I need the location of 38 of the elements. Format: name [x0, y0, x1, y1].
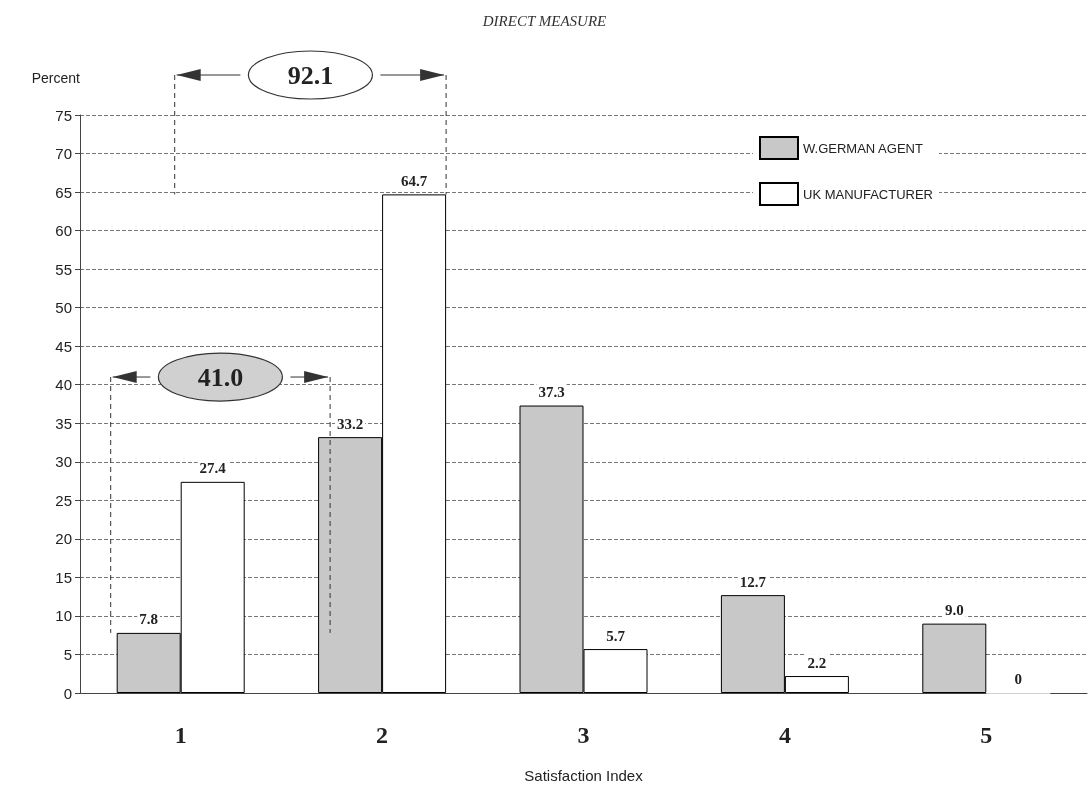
y-tick-label: 0 — [63, 684, 72, 702]
y-tick-label: 50 — [55, 299, 72, 317]
y-axis-title: Percent — [31, 70, 81, 86]
y-tick-label: 70 — [55, 145, 72, 163]
data-label: 27.4 — [199, 460, 227, 477]
x-tick-label: 3 — [577, 722, 590, 748]
x-tick-label: 4 — [778, 722, 791, 748]
y-tick-label: 20 — [55, 530, 72, 548]
x-tick-label: 1 — [174, 722, 187, 748]
y-tick-label: 35 — [55, 414, 72, 432]
data-label: 5.7 — [606, 627, 626, 644]
annotation: 41.0 — [197, 362, 244, 392]
x-tick-label: 5 — [980, 722, 993, 748]
y-tick-label: 15 — [55, 568, 72, 586]
y-tick-label: 65 — [55, 183, 72, 201]
y-tick-label: 75 — [55, 106, 72, 124]
y-tick-label: 10 — [55, 607, 72, 625]
y-tick-label: 30 — [55, 453, 72, 471]
y-tick-label: 25 — [55, 491, 72, 509]
data-label: 7.8 — [139, 611, 159, 628]
y-tick-label: 60 — [55, 222, 72, 240]
chart-title: DIRECT MEASURE — [481, 12, 607, 29]
data-label: 37.3 — [538, 384, 565, 401]
data-label: 2.2 — [807, 654, 827, 671]
text: 92.1 — [287, 60, 334, 90]
legend-label: UK MANUFACTURER — [802, 186, 934, 202]
data-label: 33.2 — [336, 415, 364, 432]
y-tick-label: 55 — [55, 260, 72, 278]
data-label: 9.0 — [944, 602, 964, 619]
y-tick-label: 40 — [55, 376, 72, 394]
y-tick-label: 45 — [55, 337, 72, 355]
y-tick-label: 5 — [63, 645, 72, 663]
x-axis-title: Satisfaction Index — [524, 767, 644, 784]
data-label: 12.7 — [739, 573, 767, 590]
legend-label: W.GERMAN AGENT — [802, 140, 923, 156]
data-label: 0 — [1014, 671, 1023, 687]
x-tick-label: 2 — [376, 722, 389, 748]
data-label: 64.7 — [400, 172, 428, 189]
